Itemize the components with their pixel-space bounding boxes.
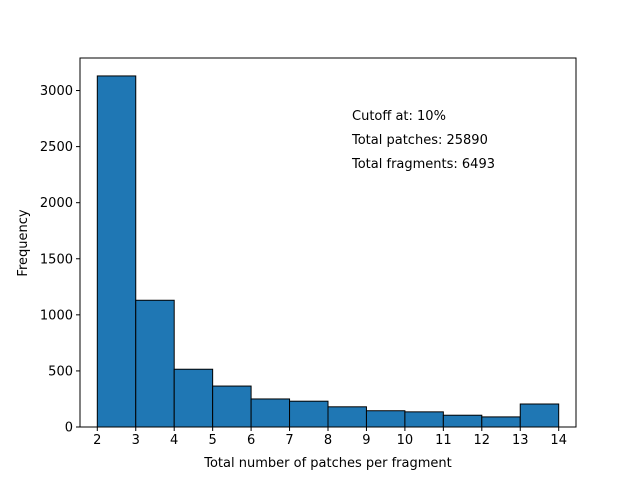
histogram-bar (404, 411, 444, 428)
histogram-bar (481, 416, 521, 428)
x-tick-label: 2 (93, 433, 101, 448)
histogram-bar (519, 403, 560, 428)
x-tick-label: 13 (512, 433, 529, 448)
histogram-bar (135, 299, 175, 428)
histogram-bar (96, 75, 137, 428)
histogram-bar (365, 410, 406, 428)
x-tick-label: 10 (397, 433, 414, 448)
x-tick-label: 12 (474, 433, 491, 448)
histogram-bar (442, 414, 483, 428)
y-tick-label: 1500 (40, 252, 73, 267)
x-tick-label: 4 (170, 433, 178, 448)
y-tick-label: 2500 (40, 140, 73, 155)
x-tick-label: 9 (362, 433, 370, 448)
y-tick-label: 3000 (40, 84, 73, 99)
histogram-bar (250, 398, 291, 428)
x-axis-ticks: 2 3 4 5 6 7 8 9 10 11 12 13 14 (93, 427, 567, 448)
annotation-cutoff: Cutoff at: 10% (352, 109, 446, 124)
x-tick-label: 5 (209, 433, 217, 448)
y-tick-label: 0 (65, 421, 73, 436)
x-tick-label: 11 (435, 433, 452, 448)
y-tick-label: 1000 (40, 308, 73, 323)
x-axis-label: Total number of patches per fragment (203, 456, 452, 471)
y-tick-label: 2000 (40, 196, 73, 211)
bars-group (96, 75, 560, 428)
histogram-bar (173, 368, 214, 428)
x-tick-label: 3 (132, 433, 140, 448)
histogram-bar (327, 406, 367, 428)
histogram-bar (212, 385, 252, 428)
x-tick-label: 14 (550, 433, 567, 448)
x-tick-label: 8 (324, 433, 332, 448)
y-tick-label: 500 (48, 364, 73, 379)
x-tick-label: 7 (285, 433, 293, 448)
annotation-total-patches: Total patches: 25890 (351, 133, 488, 148)
y-axis-label: Frequency (16, 209, 31, 276)
y-axis-ticks: 0 500 1000 1500 2000 2500 3000 (40, 84, 80, 436)
histogram-bar (289, 400, 329, 428)
x-tick-label: 6 (247, 433, 255, 448)
annotation-total-fragments: Total fragments: 6493 (351, 157, 495, 172)
